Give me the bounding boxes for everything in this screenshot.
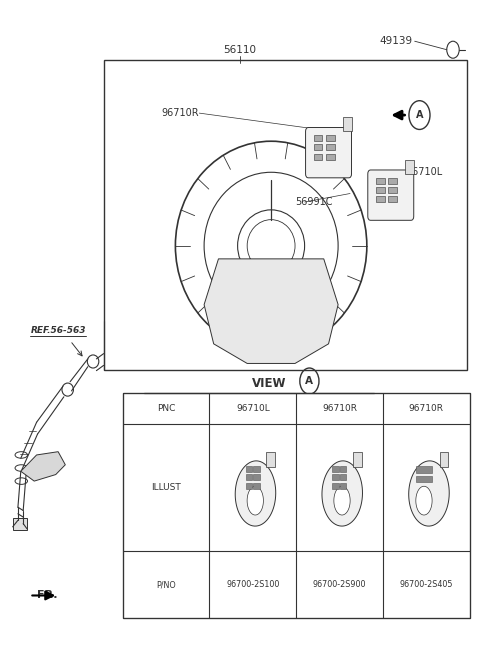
- Bar: [440, 452, 448, 466]
- Text: A: A: [305, 376, 313, 386]
- Text: 96700-2S405: 96700-2S405: [400, 580, 453, 589]
- Text: 96700-2S900: 96700-2S900: [313, 580, 366, 589]
- Text: 49139: 49139: [379, 36, 412, 47]
- Bar: [326, 154, 335, 160]
- Bar: [253, 483, 260, 489]
- Bar: [333, 474, 339, 480]
- Bar: [343, 117, 351, 132]
- Text: P/NO: P/NO: [156, 580, 176, 589]
- Bar: [376, 187, 384, 193]
- Bar: [388, 196, 397, 202]
- Bar: [376, 178, 384, 183]
- Text: 56991C: 56991C: [295, 197, 333, 207]
- Polygon shape: [204, 259, 338, 364]
- Text: A: A: [416, 110, 423, 120]
- Text: 96710R: 96710R: [161, 108, 199, 118]
- Bar: [416, 476, 432, 482]
- Text: 96710R: 96710R: [322, 404, 357, 413]
- Bar: [416, 466, 432, 472]
- Polygon shape: [334, 486, 350, 515]
- Bar: [353, 452, 361, 466]
- Text: ILLUST: ILLUST: [151, 483, 181, 492]
- Bar: [246, 466, 252, 472]
- Polygon shape: [235, 461, 276, 526]
- Bar: [405, 160, 414, 174]
- Text: 96710L: 96710L: [236, 404, 270, 413]
- Polygon shape: [408, 461, 449, 526]
- FancyBboxPatch shape: [306, 128, 351, 178]
- Bar: [246, 474, 252, 480]
- Bar: [314, 145, 323, 151]
- Bar: [314, 154, 323, 160]
- Polygon shape: [21, 452, 65, 481]
- Bar: [314, 136, 323, 141]
- Bar: [340, 474, 346, 480]
- Bar: [253, 466, 260, 472]
- Bar: [104, 60, 468, 370]
- Text: 96710R: 96710R: [409, 404, 444, 413]
- Bar: [333, 483, 339, 489]
- Bar: [326, 145, 335, 151]
- Bar: [12, 518, 27, 530]
- Bar: [246, 483, 252, 489]
- Text: 96700-2S100: 96700-2S100: [226, 580, 279, 589]
- Bar: [340, 483, 346, 489]
- Bar: [376, 196, 384, 202]
- Polygon shape: [247, 486, 264, 515]
- Text: 56110: 56110: [224, 45, 256, 55]
- Text: PNC: PNC: [157, 404, 175, 413]
- Text: FR.: FR.: [36, 590, 57, 601]
- Text: 96710L: 96710L: [406, 167, 443, 177]
- Bar: [326, 136, 335, 141]
- FancyBboxPatch shape: [368, 170, 414, 220]
- Bar: [253, 474, 260, 480]
- Polygon shape: [322, 461, 362, 526]
- Text: REF.56-563: REF.56-563: [30, 326, 86, 335]
- Text: VIEW: VIEW: [252, 377, 286, 390]
- Bar: [388, 187, 397, 193]
- Bar: [340, 466, 346, 472]
- Bar: [266, 452, 275, 466]
- Polygon shape: [416, 486, 432, 515]
- Bar: [123, 393, 470, 618]
- Bar: [388, 178, 397, 183]
- Bar: [333, 466, 339, 472]
